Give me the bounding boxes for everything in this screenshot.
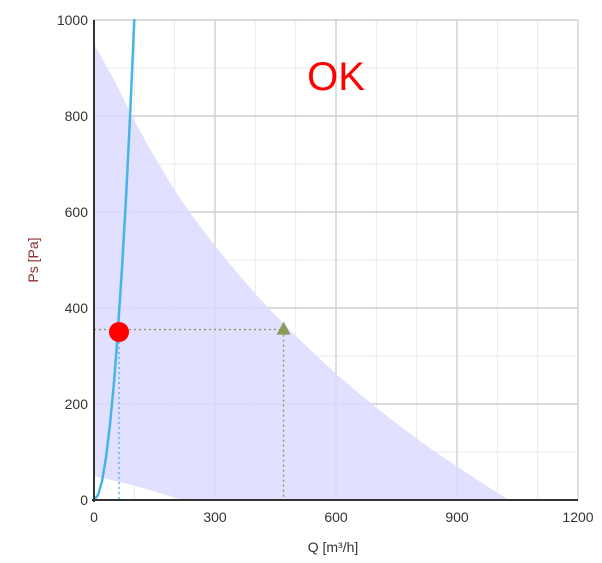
x-tick-label: 900 bbox=[445, 509, 469, 525]
status-text: OK bbox=[307, 55, 365, 99]
label-layer: OK Q [m³/h] Ps [Pa] 0 300 600 900 1200 0 200 40… bbox=[25, 12, 594, 555]
marker-layer bbox=[109, 321, 291, 342]
y-axis-title: Ps [Pa] bbox=[25, 237, 41, 282]
x-tick-label: 600 bbox=[324, 509, 348, 525]
axis-layer bbox=[92, 20, 578, 502]
x-tick-label: 300 bbox=[203, 509, 227, 525]
y-tick-label: 800 bbox=[65, 108, 89, 124]
y-tick-label: 0 bbox=[80, 492, 88, 508]
operating-point-marker bbox=[109, 322, 130, 342]
x-tick-label: 0 bbox=[90, 509, 98, 525]
x-tick-label: 1200 bbox=[562, 509, 593, 525]
area-layer bbox=[94, 44, 510, 500]
y-tick-label: 600 bbox=[65, 204, 89, 220]
y-tick-label: 1000 bbox=[57, 12, 88, 28]
y-tick-label: 200 bbox=[65, 396, 89, 412]
system-curve-line bbox=[92, 18, 136, 502]
operating-area bbox=[94, 44, 510, 500]
y-tick-label: 400 bbox=[65, 300, 89, 316]
curve-layer bbox=[92, 18, 136, 502]
design-point-marker bbox=[276, 321, 291, 335]
x-axis-title: Q [m³/h] bbox=[308, 539, 359, 555]
